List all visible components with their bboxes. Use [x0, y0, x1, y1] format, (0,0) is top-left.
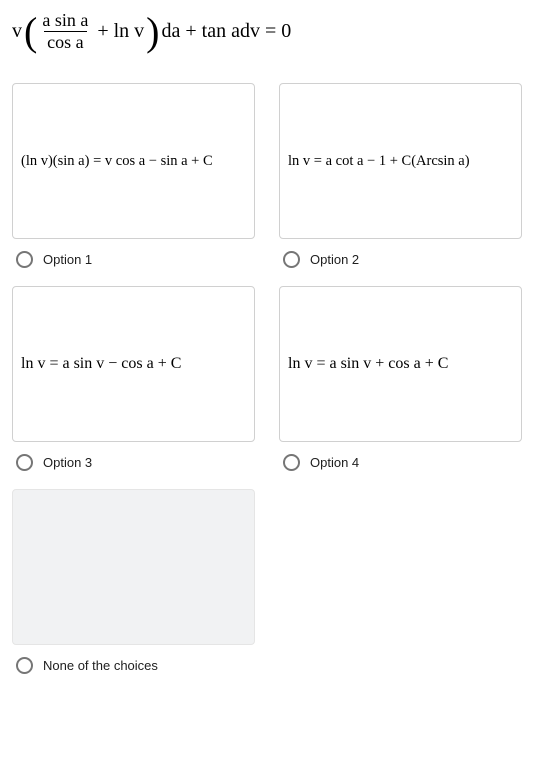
- option-label-2: Option 2: [310, 252, 359, 267]
- radio-icon: [283, 251, 300, 268]
- radio-icon: [16, 657, 33, 674]
- option-label-4: Option 4: [310, 455, 359, 470]
- option-card-1[interactable]: (ln v)(sin a) = v cos a − sin a + C: [12, 83, 255, 239]
- option-radio-row-1[interactable]: Option 1: [12, 239, 255, 286]
- option-radio-row-3[interactable]: Option 3: [12, 442, 255, 489]
- right-paren: ): [146, 12, 159, 52]
- option-label-3: Option 3: [43, 455, 92, 470]
- option-card-2[interactable]: ln v = a cot a − 1 + C(Arcsin a): [279, 83, 522, 239]
- var-v: v: [12, 20, 22, 43]
- options-grid: (ln v)(sin a) = v cos a − sin a + C Opti…: [12, 83, 522, 692]
- option-label-1: Option 1: [43, 252, 92, 267]
- equation-tail: da + tan adv = 0: [161, 20, 291, 43]
- option-card-4[interactable]: ln v = a sin v + cos a + C: [279, 286, 522, 442]
- option-cell-2: ln v = a cot a − 1 + C(Arcsin a) Option …: [279, 83, 522, 286]
- empty-cell: [279, 489, 522, 692]
- option-radio-row-4[interactable]: Option 4: [279, 442, 522, 489]
- option-card-none[interactable]: [12, 489, 255, 645]
- option-math-2: ln v = a cot a − 1 + C(Arcsin a): [288, 153, 470, 170]
- option-cell-none: None of the choices: [12, 489, 255, 692]
- option-math-3: ln v = a sin v − cos a + C: [21, 355, 181, 373]
- plus-lnv: + ln v: [97, 20, 144, 43]
- fraction-numerator: a sin a: [39, 10, 91, 31]
- radio-icon: [16, 454, 33, 471]
- fraction: a sin a cos a: [39, 10, 91, 53]
- option-card-3[interactable]: ln v = a sin v − cos a + C: [12, 286, 255, 442]
- option-math-1: (ln v)(sin a) = v cos a − sin a + C: [21, 153, 213, 170]
- question-equation: v ( a sin a cos a + ln v ) da + tan adv …: [12, 10, 522, 53]
- option-label-none: None of the choices: [43, 658, 158, 673]
- option-radio-row-2[interactable]: Option 2: [279, 239, 522, 286]
- left-paren: (: [24, 12, 37, 52]
- option-math-4: ln v = a sin v + cos a + C: [288, 355, 448, 373]
- fraction-denominator: cos a: [44, 31, 86, 53]
- option-cell-3: ln v = a sin v − cos a + C Option 3: [12, 286, 255, 489]
- option-cell-4: ln v = a sin v + cos a + C Option 4: [279, 286, 522, 489]
- radio-icon: [16, 251, 33, 268]
- option-radio-row-none[interactable]: None of the choices: [12, 645, 255, 692]
- radio-icon: [283, 454, 300, 471]
- option-cell-1: (ln v)(sin a) = v cos a − sin a + C Opti…: [12, 83, 255, 286]
